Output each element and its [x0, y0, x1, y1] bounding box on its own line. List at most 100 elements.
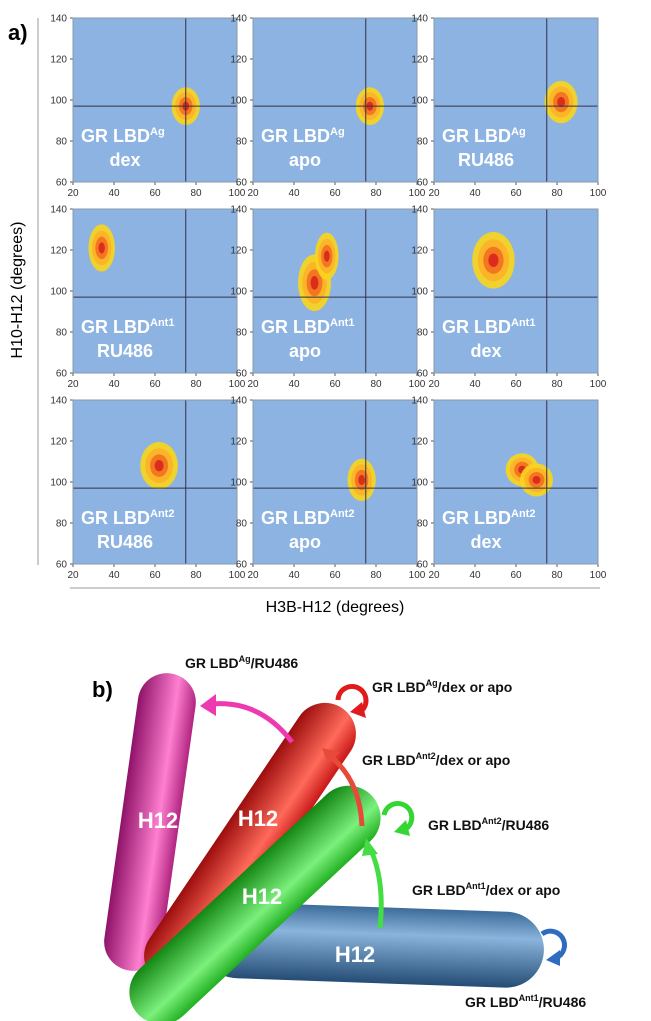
y-tick-label: 120 — [50, 437, 67, 448]
annotation-rest: /dex or apo — [486, 882, 561, 898]
y-tick-label: 140 — [411, 396, 428, 407]
point-cloud — [488, 253, 499, 268]
annotation-text: GR LBD — [185, 655, 239, 671]
helix-label: H12 — [138, 808, 178, 833]
x-tick-label: 20 — [67, 570, 79, 581]
annotation: GR LBDAg/dex or apo — [372, 678, 512, 695]
x-tick-label: 80 — [190, 188, 202, 199]
annotation-sup: Ag — [426, 678, 438, 688]
y-tick-label: 60 — [236, 369, 248, 380]
plot-border — [433, 208, 599, 374]
y-tick-label: 60 — [56, 560, 68, 571]
plot-area — [73, 18, 237, 182]
plot-border — [72, 208, 238, 374]
label-sup: Ag — [330, 126, 345, 138]
label-text: GR LBD — [261, 508, 330, 528]
plot-border — [433, 17, 599, 183]
annotation: GR LBDAnt2/RU486 — [428, 816, 549, 833]
annotation-rest: /RU486 — [251, 655, 299, 671]
point-cloud — [532, 476, 541, 484]
y-tick-label: 100 — [411, 478, 428, 489]
annotation-text: GR LBD — [412, 882, 466, 898]
x-tick-label: 20 — [428, 379, 440, 390]
label-text: GR LBD — [81, 317, 150, 337]
x-tick-label: 100 — [590, 188, 607, 199]
plot-border — [72, 399, 238, 565]
x-tick-label: 100 — [229, 570, 246, 581]
y-tick-label: 60 — [56, 178, 68, 189]
point-cloud — [98, 242, 105, 254]
annotation: GR LBDAnt1/RU486 — [465, 993, 586, 1010]
panel-label: a) — [8, 20, 28, 45]
plot-area — [253, 209, 417, 373]
annotation-sup: Ag — [239, 654, 251, 664]
x-tick-label: 40 — [288, 188, 300, 199]
x-tick-label: 20 — [247, 188, 259, 199]
y-tick-label: 100 — [50, 96, 67, 107]
helix-green — [129, 785, 381, 1021]
annotation-sup: Ant1 — [466, 881, 486, 891]
x-tick-label: 80 — [370, 379, 382, 390]
plot-area — [253, 400, 417, 564]
label-ligand: RU486 — [97, 341, 153, 361]
plot-area — [434, 209, 598, 373]
label-text: GR LBD — [442, 508, 511, 528]
x-tick-label: 40 — [469, 188, 481, 199]
x-tick-label: 80 — [551, 379, 563, 390]
panel-label: GR LBDAnt1 — [81, 317, 174, 337]
label-sup: Ant2 — [330, 508, 354, 520]
y-tick-label: 80 — [236, 328, 248, 339]
x-tick-label: 60 — [510, 188, 522, 199]
annotation: GR LBDAnt2/dex or apo — [362, 751, 510, 768]
helix-label: H12 — [335, 942, 375, 967]
x-tick-label: 100 — [590, 570, 607, 581]
y-tick-label: 140 — [411, 205, 428, 216]
x-tick-label: 80 — [190, 379, 202, 390]
annotation-rest: /dex or apo — [436, 752, 511, 768]
label-sup: Ant1 — [330, 317, 354, 329]
y-tick-label: 60 — [56, 369, 68, 380]
x-tick-label: 20 — [428, 570, 440, 581]
annotation: GR LBDAg/RU486 — [185, 654, 298, 671]
plot-border — [72, 17, 238, 183]
label-ligand: dex — [109, 150, 140, 170]
plot-border — [433, 399, 599, 565]
x-tick-label: 20 — [247, 379, 259, 390]
x-tick-label: 60 — [510, 379, 522, 390]
y-tick-label: 100 — [230, 96, 247, 107]
helix-magenta — [104, 673, 196, 971]
panel-label: GR LBDAg — [442, 126, 526, 146]
plot-border — [252, 399, 418, 565]
y-tick-label: 140 — [50, 396, 67, 407]
y-tick-label: 140 — [230, 14, 247, 25]
label-sup: Ant1 — [150, 317, 174, 329]
x-tick-label: 100 — [409, 188, 426, 199]
x-tick-label: 40 — [469, 570, 481, 581]
label-text: GR LBD — [81, 126, 150, 146]
point-cloud — [557, 96, 566, 108]
x-tick-label: 60 — [149, 379, 161, 390]
y-tick-label: 80 — [56, 137, 68, 148]
point-cloud — [310, 276, 319, 290]
label-ligand: apo — [289, 532, 321, 552]
y-tick-label: 140 — [230, 205, 247, 216]
panel-label: GR LBDAg — [261, 126, 345, 146]
x-tick-label: 80 — [370, 188, 382, 199]
x-tick-label: 60 — [149, 570, 161, 581]
x-tick-label: 60 — [329, 188, 341, 199]
annotation-rest: /dex or apo — [438, 679, 513, 695]
annotation-rest: /RU486 — [502, 817, 550, 833]
y-tick-label: 80 — [417, 519, 429, 530]
y-tick-label: 120 — [50, 55, 67, 66]
x-tick-label: 40 — [108, 188, 120, 199]
x-tick-label: 20 — [247, 570, 259, 581]
label-ligand: RU486 — [458, 150, 514, 170]
annotation-rest: /RU486 — [539, 994, 587, 1010]
label-sup: Ant2 — [150, 508, 174, 520]
y-tick-label: 80 — [417, 137, 429, 148]
panel-label: GR LBDAnt1 — [442, 317, 535, 337]
x-tick-label: 40 — [108, 570, 120, 581]
y-tick-label: 140 — [230, 396, 247, 407]
